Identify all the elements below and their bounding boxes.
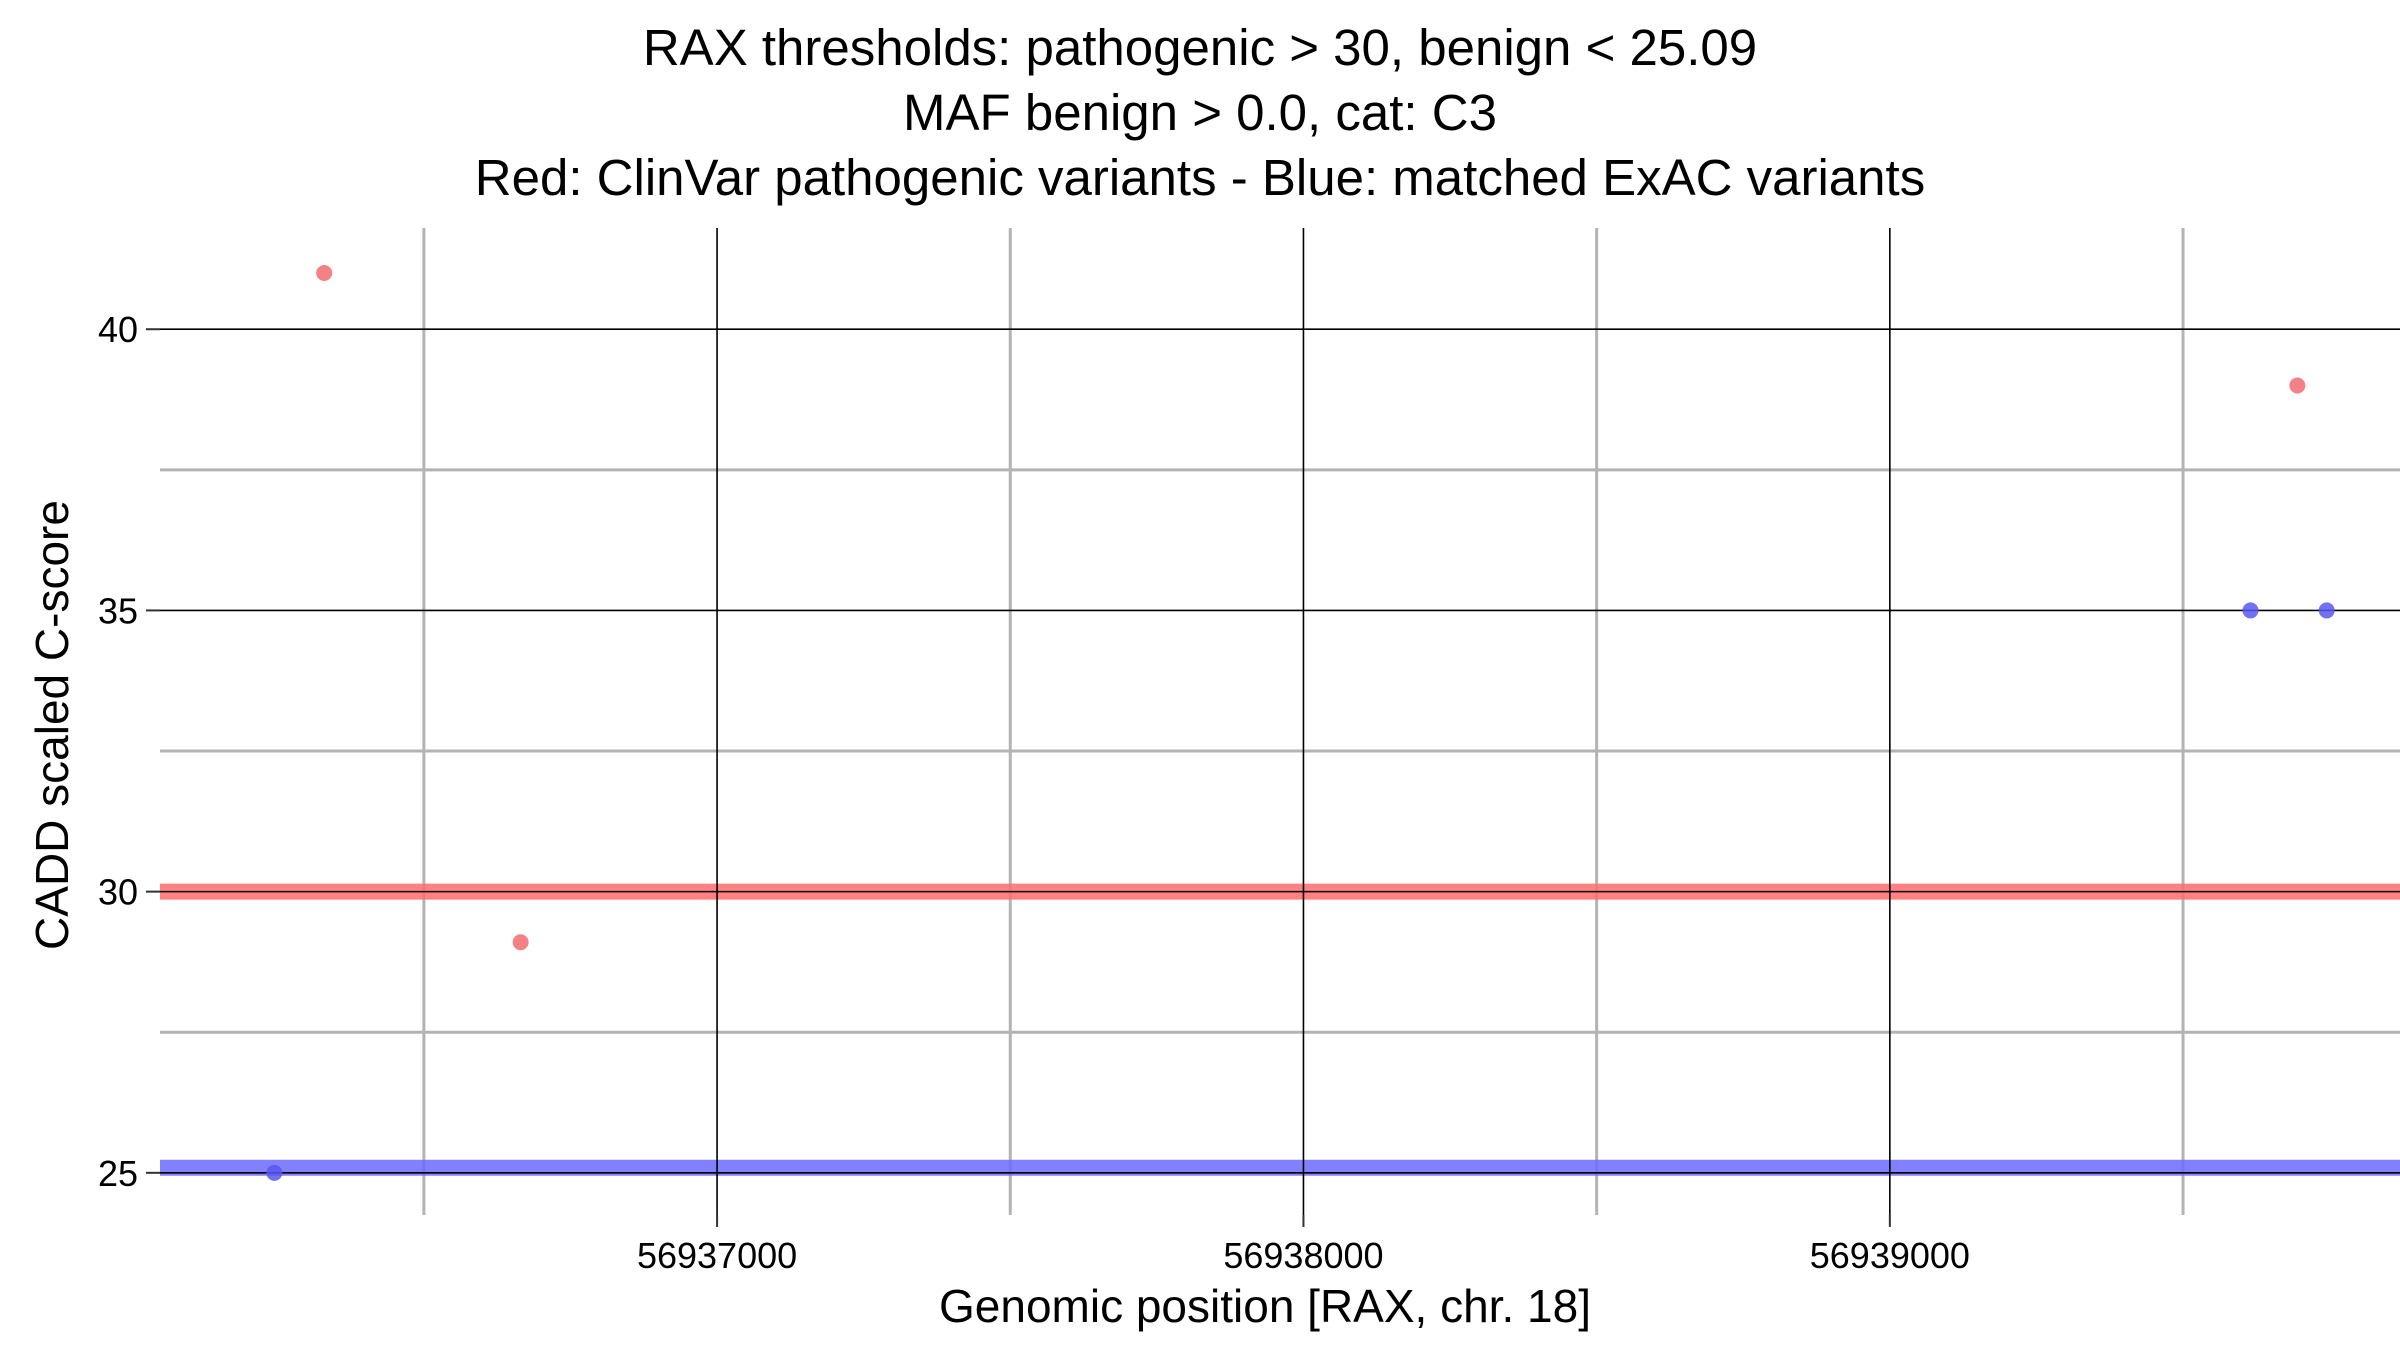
x-axis-label: Genomic position [RAX, chr. 18] (939, 1280, 1591, 1332)
x-tick-label: 56937000 (637, 1235, 797, 1276)
chart-title-line-2: MAF benign > 0.0, cat: C3 (903, 84, 1497, 141)
data-point-series-1 (266, 1164, 283, 1181)
x-tick-label: 56939000 (1810, 1235, 1970, 1276)
data-point-series-0 (512, 934, 529, 951)
data-point-series-1 (2318, 602, 2335, 619)
data-point-series-0 (316, 264, 333, 281)
chart-title-line-1: RAX thresholds: pathogenic > 30, benign … (642, 19, 1758, 76)
y-tick-label: 35 (98, 590, 138, 631)
y-tick-label: 25 (98, 1153, 138, 1194)
data-point-series-0 (2289, 377, 2306, 394)
data-point-series-1 (2242, 602, 2259, 619)
plot-area: 56937000 56938000 56939000 25 30 35 40 (98, 228, 2400, 1276)
chart-title-line-3: Red: ClinVar pathogenic variants - Blue:… (474, 149, 1926, 206)
y-tick-label: 30 (98, 872, 138, 913)
y-axis-label: CADD scaled C-score (26, 500, 78, 950)
x-tick-label: 56938000 (1223, 1235, 1383, 1276)
y-tick-label: 40 (98, 309, 138, 350)
